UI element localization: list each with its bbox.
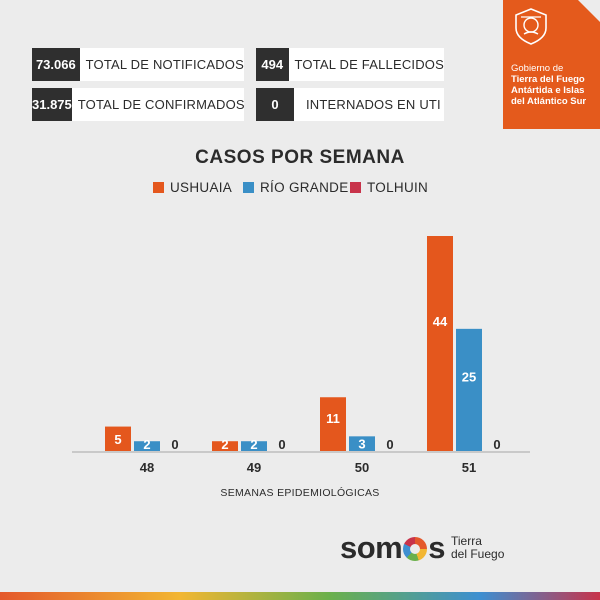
data-label: 2: [143, 437, 150, 452]
x-tick-label: 49: [247, 460, 261, 475]
legend-swatch: [350, 182, 361, 193]
stat-label: INTERNADOS EN UTI: [306, 97, 441, 112]
chart-title: CASOS POR SEMANA: [195, 147, 405, 168]
bar-río-grande-50: [349, 436, 375, 451]
data-label: 3: [358, 437, 365, 452]
legend-item-rio-grande: RÍO GRANDE: [243, 180, 349, 195]
somos-wordmark: som s: [340, 530, 445, 566]
stat-label: TOTAL DE CONFIRMADOS: [77, 97, 245, 112]
bar-ushuaia-51: [427, 236, 453, 451]
data-label: 0: [278, 437, 285, 452]
legend-swatch: [153, 182, 164, 193]
government-logo: Gobierno de Tierra del Fuego Antártida e…: [503, 0, 600, 129]
data-label: 11: [326, 411, 340, 426]
somos-sub-line: del Fuego: [451, 547, 505, 561]
bar-río-grande-49: [241, 441, 267, 451]
somos-logo: som s Tierra del Fuego: [340, 530, 504, 566]
legend-label: RÍO GRANDE: [260, 180, 349, 195]
provincial-seal-icon: [515, 8, 547, 45]
x-tick-label: 48: [140, 460, 154, 475]
legend-item-ushuaia: USHUAIA: [153, 180, 232, 195]
stat-uti: 0 INTERNADOS EN UTI: [256, 88, 444, 121]
data-label: 25: [462, 370, 476, 385]
stat-value: 31.875: [32, 88, 72, 121]
stat-value: 0: [256, 88, 294, 121]
stat-notificados: 73.066 TOTAL DE NOTIFICADOS: [32, 48, 244, 81]
government-line: Antártida e Islas: [511, 85, 585, 96]
stat-label: TOTAL DE FALLECIDOS: [294, 57, 444, 72]
bar-ushuaia-48: [105, 426, 131, 451]
data-label: 0: [493, 437, 500, 452]
government-line: Gobierno de: [511, 63, 564, 74]
bar-río-grande-51: [456, 328, 482, 451]
legend-item-tolhuin: TOLHUIN: [350, 180, 428, 195]
stat-value: 494: [256, 48, 289, 81]
bar-río-grande-48: [134, 441, 160, 451]
government-name: Gobierno de Tierra del Fuego Antártida e…: [511, 63, 599, 107]
bar-ushuaia-49: [212, 441, 238, 451]
stat-value: 73.066: [32, 48, 80, 81]
legend-label: USHUAIA: [170, 180, 233, 195]
government-line: del Atlántico Sur: [511, 96, 587, 107]
color-strip: [0, 592, 600, 600]
data-label: 0: [171, 437, 178, 452]
somos-subtitle: Tierra del Fuego: [451, 535, 504, 561]
somos-word-start: som: [340, 530, 403, 565]
data-label: 2: [250, 437, 257, 452]
legend-label: TOLHUIN: [367, 180, 429, 195]
somos-sub-line: Tierra: [451, 534, 482, 548]
stat-label: TOTAL DE NOTIFICADOS: [85, 57, 244, 72]
color-ring-icon: [403, 537, 428, 561]
x-tick-label: 51: [462, 460, 476, 475]
data-label: 44: [433, 314, 448, 329]
folded-corner: [578, 0, 600, 22]
stat-fallecidos: 494 TOTAL DE FALLECIDOS: [256, 48, 444, 81]
legend-swatch: [243, 182, 254, 193]
x-axis-label: SEMANAS EPIDEMIOLÓGICAS: [220, 487, 380, 499]
data-label: 5: [114, 432, 121, 447]
somos-word-end: s: [428, 530, 445, 565]
stat-confirmados: 31.875 TOTAL DE CONFIRMADOS: [32, 88, 245, 121]
government-line: Tierra del Fuego: [511, 74, 585, 85]
bar-ushuaia-50: [320, 397, 346, 451]
data-label: 2: [221, 437, 228, 452]
x-tick-label: 50: [355, 460, 369, 475]
data-label: 0: [386, 437, 393, 452]
